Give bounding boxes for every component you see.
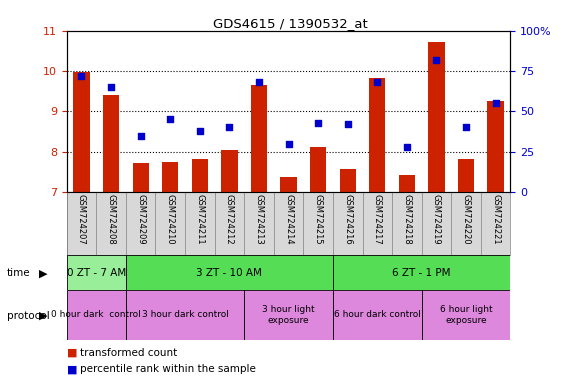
Text: GSM724215: GSM724215 xyxy=(314,194,322,245)
Text: 6 hour dark control: 6 hour dark control xyxy=(334,310,420,319)
Point xyxy=(107,84,116,90)
Text: GSM724210: GSM724210 xyxy=(166,194,175,245)
Text: ▶: ▶ xyxy=(39,311,48,321)
Bar xyxy=(132,163,149,192)
Bar xyxy=(67,290,126,340)
Bar xyxy=(73,72,90,192)
Text: 3 hour dark control: 3 hour dark control xyxy=(142,310,229,319)
Bar xyxy=(251,85,267,192)
Text: GSM724214: GSM724214 xyxy=(284,194,293,245)
Bar xyxy=(333,255,510,290)
Text: GSM724213: GSM724213 xyxy=(255,194,263,245)
Point xyxy=(491,100,500,106)
Text: percentile rank within the sample: percentile rank within the sample xyxy=(80,364,256,374)
Text: GSM724217: GSM724217 xyxy=(373,194,382,245)
Text: GSM724208: GSM724208 xyxy=(107,194,115,245)
Point xyxy=(403,144,412,150)
Point xyxy=(224,124,234,131)
Bar xyxy=(126,255,333,290)
Text: ■: ■ xyxy=(67,348,77,358)
Bar xyxy=(398,175,415,192)
Text: 0 ZT - 7 AM: 0 ZT - 7 AM xyxy=(67,268,126,278)
Text: GSM724216: GSM724216 xyxy=(343,194,352,245)
Text: 6 ZT - 1 PM: 6 ZT - 1 PM xyxy=(393,268,451,278)
Text: time: time xyxy=(7,268,31,278)
Bar xyxy=(244,290,333,340)
Text: GSM724211: GSM724211 xyxy=(195,194,204,245)
Text: GSM724207: GSM724207 xyxy=(77,194,86,245)
Text: ■: ■ xyxy=(67,364,77,374)
Text: GSM724218: GSM724218 xyxy=(403,194,411,245)
Text: GSM724219: GSM724219 xyxy=(432,194,441,245)
Point xyxy=(166,116,175,122)
Point xyxy=(343,121,352,127)
Point xyxy=(77,73,86,79)
Point xyxy=(195,127,204,134)
Bar xyxy=(162,162,179,192)
Text: transformed count: transformed count xyxy=(80,348,177,358)
Point xyxy=(284,141,293,147)
Bar xyxy=(126,290,244,340)
Text: 0 hour dark  control: 0 hour dark control xyxy=(52,310,141,319)
Text: 3 hour light
exposure: 3 hour light exposure xyxy=(262,305,315,324)
Point xyxy=(255,79,264,85)
Bar xyxy=(221,150,238,192)
Bar xyxy=(428,41,445,192)
Point xyxy=(136,132,145,139)
Bar xyxy=(67,255,126,290)
Bar xyxy=(422,290,510,340)
Bar xyxy=(103,95,119,192)
Bar xyxy=(310,147,327,192)
Text: protocol: protocol xyxy=(7,311,50,321)
Bar xyxy=(458,159,474,192)
Text: GDS4615 / 1390532_at: GDS4615 / 1390532_at xyxy=(213,17,367,30)
Bar xyxy=(339,169,356,192)
Bar xyxy=(280,177,297,192)
Text: 6 hour light
exposure: 6 hour light exposure xyxy=(440,305,492,324)
Point xyxy=(432,57,441,63)
Bar xyxy=(487,101,504,192)
Text: 3 ZT - 10 AM: 3 ZT - 10 AM xyxy=(197,268,262,278)
Bar xyxy=(369,78,386,192)
Bar xyxy=(333,290,422,340)
Text: GSM724209: GSM724209 xyxy=(136,194,145,245)
Text: GSM724220: GSM724220 xyxy=(462,194,470,245)
Text: GSM724221: GSM724221 xyxy=(491,194,500,245)
Point xyxy=(462,124,471,131)
Point xyxy=(372,79,382,85)
Point xyxy=(313,119,322,126)
Text: ▶: ▶ xyxy=(39,268,48,278)
Bar xyxy=(191,159,208,192)
Text: GSM724212: GSM724212 xyxy=(225,194,234,245)
